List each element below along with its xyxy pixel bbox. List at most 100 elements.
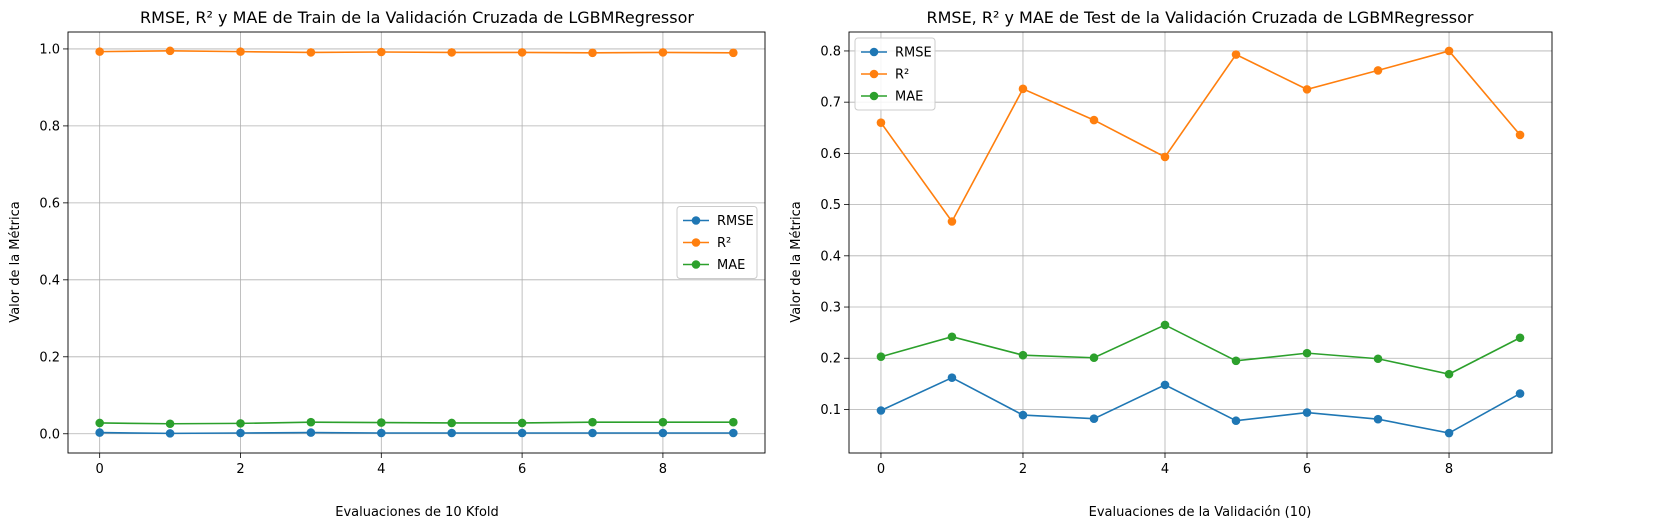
test-legend-swatch-marker — [869, 47, 879, 57]
test-y-tick-label: 0.3 — [820, 301, 841, 316]
test-mae-point — [876, 352, 886, 362]
test-r2-point — [947, 217, 957, 226]
test-mae-point — [1302, 348, 1312, 358]
train-legend-label: RMSE — [717, 214, 754, 229]
test-r2-point — [1018, 84, 1028, 94]
train-mae-point — [165, 419, 175, 429]
train-rmse-line — [99, 431, 734, 435]
train-x-tick-label: 0 — [96, 462, 104, 477]
test-x-tick-label: 4 — [1161, 462, 1169, 477]
train-mae-point — [306, 417, 316, 427]
test-r2-point — [1515, 130, 1525, 140]
train-legend: RMSE R² MAE — [676, 206, 758, 279]
test-r2-point — [1302, 85, 1312, 94]
test-r2-point — [876, 118, 886, 127]
test-rmse-point — [1515, 389, 1525, 398]
test-rmse-point — [1373, 414, 1383, 424]
train-mae-point — [588, 417, 597, 427]
train-r2-point — [447, 48, 457, 57]
test-legend-label: RMSE — [895, 46, 932, 61]
train-mae-line — [99, 421, 734, 425]
train-axes: 0 2 4 6 8 0.0 0.2 0.4 0.6 0.8 1.0 — [39, 42, 667, 477]
test-r2-point — [1444, 46, 1454, 56]
test-mae-point — [1018, 350, 1028, 360]
test-y-tick-label: 0.4 — [820, 249, 841, 264]
test-r2-point — [1231, 50, 1241, 59]
train-rmse-point — [95, 428, 104, 437]
train-r2-point — [165, 46, 175, 56]
train-legend-swatch-marker — [691, 260, 701, 269]
test-r2-point — [1089, 115, 1099, 125]
test-x-tick-label: 6 — [1303, 462, 1311, 477]
train-x-axis-label: Evaluaciones de 10 Kfold — [335, 505, 499, 520]
train-chart-panel: RMSE, R² y MAE de Train de la Validación… — [8, 8, 766, 520]
test-y-tick-label: 0.5 — [820, 198, 841, 213]
train-y-tick-label: 0.2 — [39, 350, 60, 365]
test-y-tick-label: 0.8 — [820, 44, 841, 59]
test-rmse-point — [876, 406, 886, 415]
test-grid — [849, 32, 1552, 453]
train-mae-point — [729, 417, 738, 427]
test-rmse-point — [1160, 380, 1170, 390]
test-y-tick-label: 0.1 — [820, 403, 841, 418]
test-rmse-point — [1231, 416, 1241, 426]
train-grid — [68, 32, 765, 453]
train-legend-swatch-marker — [691, 238, 701, 247]
train-legend-swatch-marker — [691, 216, 701, 225]
train-r2-line — [99, 50, 734, 54]
test-plot-area — [876, 46, 1525, 438]
train-rmse-point — [236, 428, 245, 438]
train-y-tick-label: 1.0 — [39, 42, 60, 57]
test-mae-point — [1444, 369, 1454, 379]
test-legend: RMSE R² MAE — [854, 37, 936, 111]
train-rmse-point — [517, 428, 527, 438]
test-x-axis-label: Evaluaciones de la Validación (10) — [1089, 505, 1312, 520]
test-rmse-point — [1018, 410, 1028, 420]
train-chart-title: RMSE, R² y MAE de Train de la Validación… — [140, 8, 694, 27]
train-series-rmse — [95, 428, 738, 438]
train-rmse-point — [306, 428, 316, 437]
train-mae-point — [658, 417, 668, 427]
train-r2-point — [95, 47, 104, 56]
test-y-tick-label: 0.2 — [820, 352, 841, 367]
test-rmse-point — [1089, 414, 1099, 423]
train-rmse-point — [588, 428, 597, 438]
train-r2-point — [236, 47, 245, 56]
test-mae-point — [1515, 333, 1525, 343]
test-x-tick-label: 0 — [877, 462, 885, 477]
train-y-axis-label: Valor de la Métrica — [8, 201, 23, 322]
train-r2-point — [658, 48, 668, 57]
train-r2-point — [376, 47, 386, 57]
test-chart-panel: RMSE, R² y MAE de Test de la Validación … — [789, 8, 1553, 520]
train-legend-label: MAE — [717, 258, 745, 273]
train-series-r2 — [95, 46, 738, 58]
train-x-tick-label: 6 — [518, 462, 526, 477]
test-mae-point — [947, 332, 957, 342]
test-mae-point — [1160, 320, 1170, 330]
train-axes-frame — [67, 31, 766, 454]
test-r2-point — [1373, 66, 1383, 75]
test-x-tick-label: 8 — [1445, 462, 1453, 477]
train-y-tick-label: 0.8 — [39, 119, 60, 134]
train-y-tick-label: 0.6 — [39, 196, 60, 211]
train-mae-point — [236, 419, 245, 428]
test-x-tick-label: 2 — [1019, 462, 1027, 477]
test-r2-line — [880, 50, 1521, 224]
test-r2-point — [1160, 152, 1170, 162]
test-chart-title: RMSE, R² y MAE de Test de la Validación … — [926, 8, 1473, 27]
test-y-tick-label: 0.6 — [820, 147, 841, 162]
train-rmse-point — [376, 428, 386, 438]
test-axes: 0 2 4 6 8 0.1 0.2 0.3 0.4 0.5 0.6 0.7 0.8 — [820, 44, 1453, 477]
train-x-tick-label: 2 — [236, 462, 244, 477]
test-series-mae — [876, 320, 1525, 379]
test-legend-label: MAE — [895, 90, 923, 105]
test-series-r2 — [876, 46, 1525, 226]
test-rmse-line — [880, 376, 1521, 434]
train-x-tick-label: 8 — [659, 462, 667, 477]
train-x-tick-label: 4 — [377, 462, 385, 477]
test-mae-point — [1373, 354, 1383, 364]
test-mae-line — [880, 324, 1521, 375]
train-rmse-point — [729, 428, 738, 438]
test-series-rmse — [876, 373, 1525, 438]
